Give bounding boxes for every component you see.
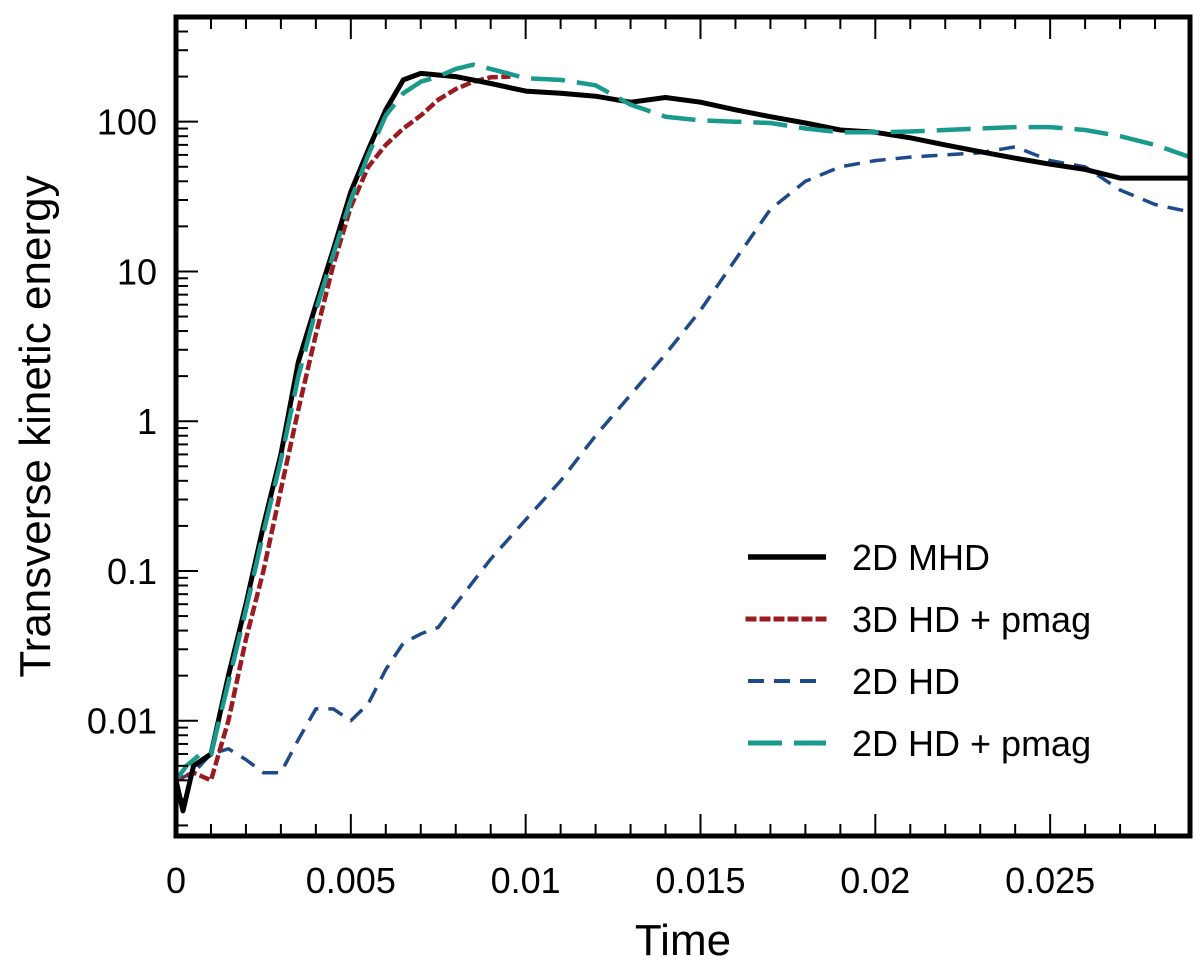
- y-tick-label: 0.1: [107, 551, 157, 592]
- tick-label-layer: 0 0.005 0.01 0.015 0.02 0.025 0.01 0.1 1 10 100: [87, 102, 1095, 901]
- x-tick-label: 0.005: [306, 860, 396, 901]
- x-tick-label: 0.025: [1005, 860, 1095, 901]
- series-line-3d-hd-pmag: [176, 74, 511, 783]
- x-tick-label: 0.02: [840, 860, 910, 901]
- y-axis-label: Transverse kinetic energy: [11, 175, 60, 677]
- series-line-2d-mhd: [176, 70, 1190, 814]
- series-line-2d-hd: [176, 145, 1190, 782]
- legend-label: 2D MHD: [852, 537, 990, 578]
- x-tick-label: 0.01: [491, 860, 561, 901]
- x-tick-label: 0: [166, 860, 186, 901]
- legend-label: 2D HD + pmag: [852, 723, 1091, 764]
- y-tick-label: 0.01: [87, 701, 157, 742]
- legend-label: 3D HD + pmag: [852, 599, 1091, 640]
- y-tick-label: 10: [117, 251, 157, 292]
- y-tick-label: 100: [97, 102, 157, 143]
- tick-layer: [175, 16, 1191, 836]
- legend-label: 2D HD: [852, 661, 960, 702]
- y-tick-label: 1: [137, 401, 157, 442]
- x-axis-label: Time: [635, 916, 731, 965]
- series-line-2d-hd-pmag: [176, 62, 1190, 782]
- x-tick-label: 0.015: [655, 860, 745, 901]
- plot-frame: [173, 14, 1193, 839]
- series-layer: [176, 62, 1190, 814]
- legend: 2D MHD 3D HD + pmag 2D HD 2D HD + pmag: [745, 537, 1091, 764]
